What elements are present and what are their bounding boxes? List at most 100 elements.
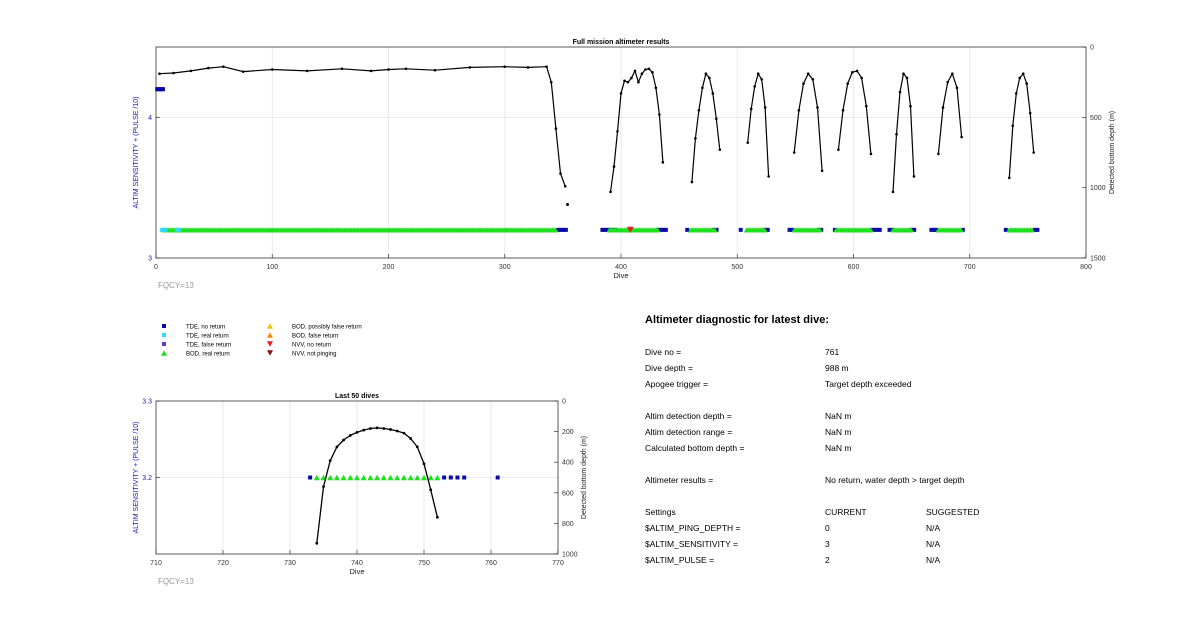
depth-point bbox=[158, 72, 161, 76]
legend-marker bbox=[161, 350, 167, 356]
y-left-tick-label: 3 bbox=[148, 256, 152, 263]
settings-header-suggested: SUGGESTED bbox=[926, 507, 980, 517]
depth-point bbox=[633, 69, 637, 73]
depth-point bbox=[554, 127, 558, 130]
tde-no-return-marker bbox=[556, 227, 561, 232]
depth-point bbox=[619, 92, 623, 95]
diag-value: 761 bbox=[825, 347, 840, 357]
tde-no-return-marker bbox=[563, 227, 568, 232]
tde-no-return-marker bbox=[1003, 227, 1008, 232]
tde-no-return-marker bbox=[605, 227, 610, 232]
legend-marker bbox=[162, 333, 166, 337]
depth-point bbox=[711, 92, 715, 95]
depth-point bbox=[806, 72, 810, 76]
x-tick-label: 770 bbox=[552, 560, 564, 567]
depth-point bbox=[409, 437, 412, 440]
depth-point bbox=[909, 104, 912, 108]
x-axis-label: Dive bbox=[613, 271, 628, 280]
depth-point bbox=[708, 76, 711, 80]
bod-real-return-marker bbox=[908, 227, 914, 233]
depth-point bbox=[694, 137, 697, 140]
tde-no-return-marker bbox=[887, 227, 892, 232]
bod-real-return-marker bbox=[347, 474, 354, 481]
depth-point bbox=[630, 76, 633, 80]
y-right-tick-label: 1000 bbox=[1090, 185, 1106, 192]
depth-point bbox=[797, 109, 801, 112]
diag-value: NaN m bbox=[825, 443, 852, 453]
legend-label: NVV, no return bbox=[292, 343, 331, 349]
bod-real-return-marker bbox=[394, 474, 401, 481]
depth-point bbox=[1025, 82, 1029, 85]
legend-marker bbox=[162, 324, 166, 328]
depth-point bbox=[898, 90, 902, 94]
depth-point bbox=[941, 106, 945, 109]
depth-point bbox=[644, 68, 647, 71]
depth-point bbox=[816, 106, 819, 109]
tde-no-return-marker bbox=[877, 227, 882, 232]
depth-point bbox=[902, 72, 905, 76]
diag-value: NaN m bbox=[825, 427, 852, 437]
depth-point bbox=[820, 169, 824, 173]
tde-no-return-marker bbox=[875, 227, 880, 232]
x-tick-label: 720 bbox=[217, 560, 229, 567]
y-right-axis-label: Detected bottom depth (m) bbox=[1109, 111, 1116, 194]
depth-point bbox=[433, 68, 437, 72]
y-left-axis-label: ALTIM SENSITIVITY + (PULSE /10) bbox=[133, 422, 140, 534]
depth-point bbox=[328, 459, 332, 463]
depth-point bbox=[468, 66, 472, 69]
depth-point bbox=[855, 69, 859, 73]
depth-point bbox=[912, 175, 916, 178]
setting-suggested: N/A bbox=[926, 555, 941, 565]
bod-real-return-marker bbox=[654, 227, 661, 233]
tde-no-return-marker bbox=[765, 227, 770, 232]
tde-no-return-marker bbox=[448, 475, 453, 480]
depth-point bbox=[612, 165, 616, 168]
y-left-tick-label: 4 bbox=[148, 115, 152, 122]
bod-real-return-marker bbox=[958, 227, 964, 233]
legend-label: BOD, false return bbox=[292, 334, 338, 340]
depth-point bbox=[429, 488, 433, 492]
x-tick-label: 750 bbox=[418, 560, 430, 567]
depth-point bbox=[637, 80, 640, 84]
depth-point bbox=[1021, 72, 1025, 76]
diag-value: 988 m bbox=[825, 363, 849, 373]
depth-point bbox=[563, 184, 567, 188]
depth-point bbox=[763, 106, 767, 109]
depth-point bbox=[946, 80, 949, 84]
full-mission-chart: 0 100 200 300 400 500 600 700 800 3 4 0 500 1000 1500 F… bbox=[133, 39, 1116, 290]
bod-real-return-marker bbox=[761, 227, 768, 233]
setting-current: 3 bbox=[825, 539, 830, 549]
chart-title: Last 50 dives bbox=[335, 393, 379, 400]
depth-point bbox=[395, 429, 399, 433]
y-right-tick-label: 1500 bbox=[1090, 256, 1106, 263]
bod-real-return-marker bbox=[407, 474, 414, 481]
tde-no-return-marker bbox=[561, 227, 566, 232]
depth-point bbox=[1011, 124, 1015, 128]
setting-label: $ALTIM_PULSE = bbox=[645, 555, 715, 565]
bod-real-return-marker bbox=[374, 474, 381, 481]
depth-point bbox=[549, 80, 553, 84]
bod-real-return-marker bbox=[380, 474, 387, 481]
tde-real-return-marker bbox=[163, 227, 168, 232]
depth-point bbox=[718, 148, 722, 151]
depth-point bbox=[749, 107, 753, 111]
legend-marker bbox=[267, 332, 273, 338]
x-tick-label: 100 bbox=[266, 264, 278, 271]
bod-real-return-marker bbox=[367, 474, 374, 481]
bod-real-return-marker bbox=[340, 474, 347, 481]
depth-point bbox=[545, 65, 548, 68]
bod-real-return-marker bbox=[1029, 227, 1035, 233]
diag-label: Dive depth = bbox=[645, 363, 693, 373]
bod-real-return-marker bbox=[414, 474, 421, 481]
chart-legend: TDE, no return TDE, real return TDE, false… bbox=[161, 323, 362, 358]
bod-real-return-marker bbox=[327, 474, 334, 481]
tde-no-return-marker bbox=[661, 227, 666, 232]
depth-point bbox=[404, 67, 408, 71]
depth-point bbox=[891, 190, 895, 194]
legend-label: TDE, false return bbox=[186, 343, 231, 349]
chart-title: Full mission altimeter results bbox=[573, 39, 670, 46]
bod-real-return-marker bbox=[387, 474, 394, 481]
setting-label: $ALTIM_SENSITIVITY = bbox=[645, 539, 738, 549]
diag-label: Calculated bottom depth = bbox=[645, 443, 745, 453]
depth-point bbox=[315, 541, 319, 545]
